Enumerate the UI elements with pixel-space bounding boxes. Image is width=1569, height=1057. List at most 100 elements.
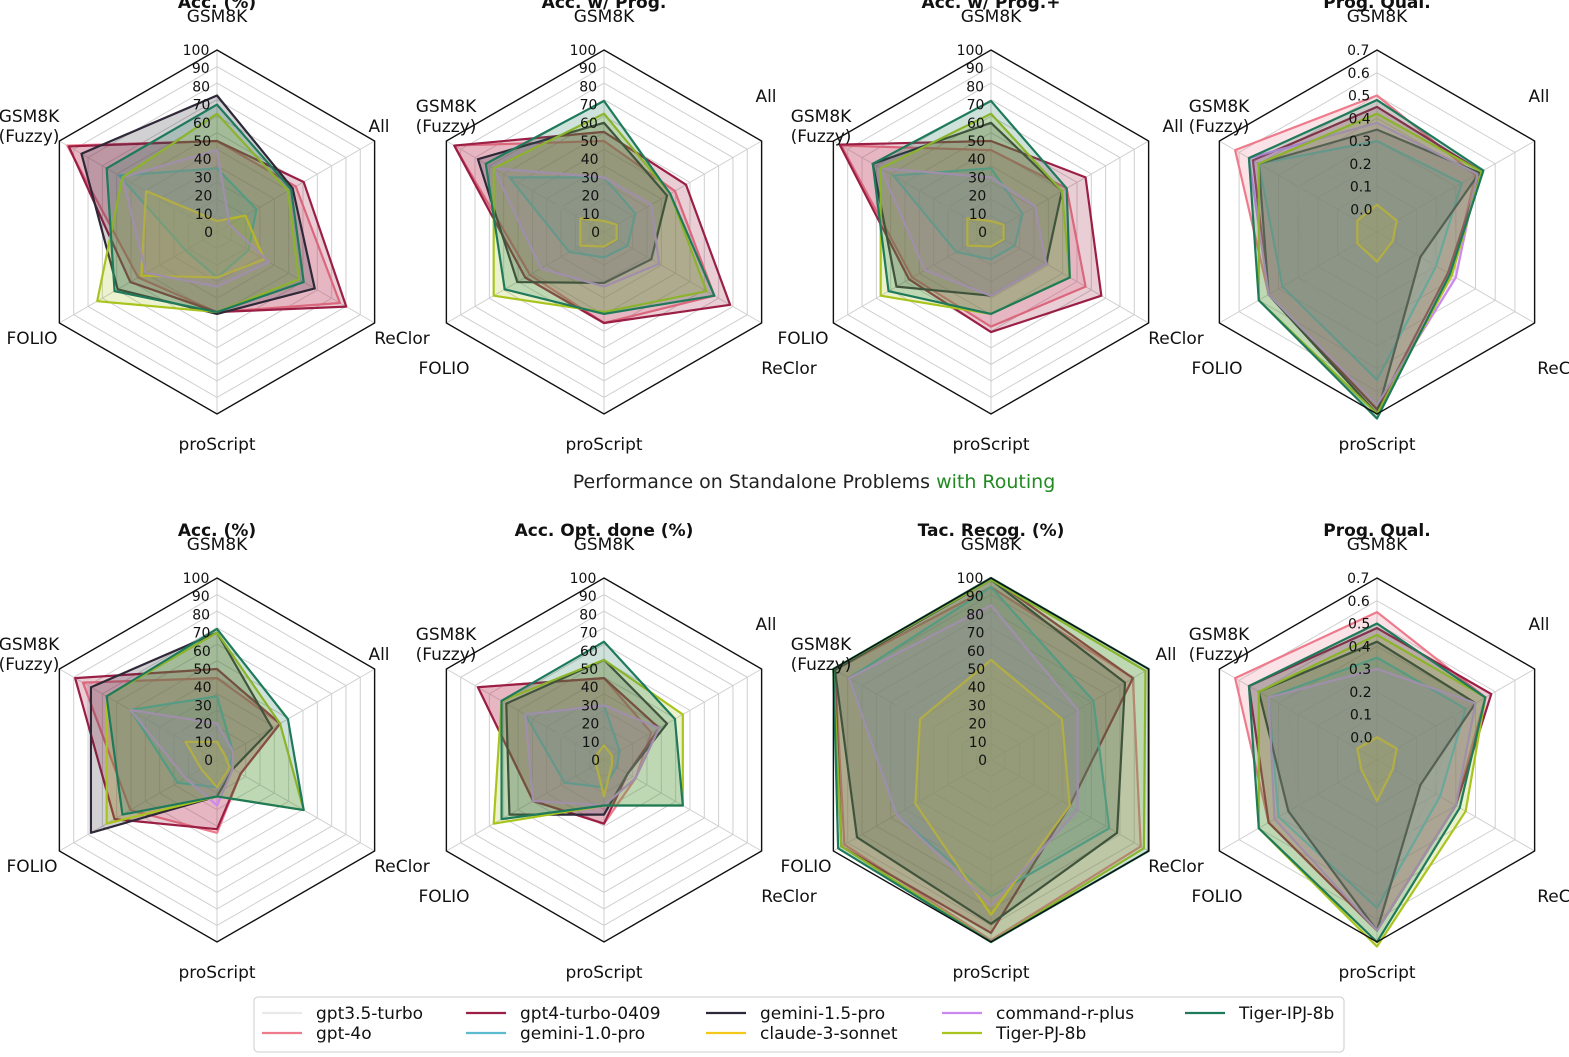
radial-tick-label: 100 [570,43,597,59]
axis-label: GSM8K (Fuzzy) [791,107,853,147]
axis-label-line: ReClor [374,857,430,877]
radial-tick-label: 0.7 [1347,43,1369,59]
axis-label: FOLIO [6,329,57,349]
radial-tick-label: 60 [967,116,985,132]
axis-label: ReClor [761,359,817,379]
radial-tick-label: 70 [193,626,211,642]
axis-label-line: GSM8K [574,535,635,555]
outer-frame [445,49,763,415]
series-tiger-ipj-8b [484,99,716,315]
axis-label-line: FOLIO [1191,887,1242,907]
radial-tick-label: 50 [967,134,985,150]
axis-label: ReClor [374,857,430,877]
radial-tick-label: 0.1 [1350,708,1372,724]
axis-label: proScript [952,963,1029,983]
axis-label: GSM8K [187,535,248,555]
radial-tick-label: 80 [966,79,984,95]
axis-label: FOLIO [777,329,828,349]
radial-tick-label: 90 [192,61,210,77]
axis-label-line: ReClor [761,887,817,907]
axis-label-line: (Fuzzy) [791,655,852,675]
axis-label-line: proScript [952,435,1029,455]
axis-label: GSM8K [187,7,248,27]
chart-title: Acc. (%) [178,521,256,541]
chart-title: Acc. Opt. done (%) [515,521,694,541]
axis-label-line: GSM8K [574,7,635,27]
axis-label-line: proScript [178,435,255,455]
radial-tick-label: 60 [580,644,598,660]
radial-tick-label: 40 [581,152,599,168]
radial-tick-label: 20 [968,717,986,733]
legend-label-gpt4-turbo-0409: gpt4-turbo-0409 [520,1004,661,1024]
radial-tick-label: 10 [969,207,987,223]
radar-charts: 0102030405060708090100GSM8KAllReClorproS… [0,0,1569,983]
axis-label-line: GSM8K [0,107,60,127]
axis-label: GSM8K (Fuzzy) [791,635,853,675]
radial-tick-label: 30 [968,698,986,714]
axis-label-line: All [368,645,389,665]
radial-tick-label: 0.7 [1347,571,1369,587]
axis-label-line: proScript [1338,435,1415,455]
radial-tick-label: 90 [966,61,984,77]
axis-label-line: proScript [565,435,642,455]
axis-label: proScript [952,435,1029,455]
chart-title: Acc. (%) [178,0,256,13]
axis-label: proScript [565,963,642,983]
legend-label-gpt-4o: gpt-4o [316,1024,372,1044]
series-tiger-ipj-8b [871,99,1071,315]
axis-label-line: GSM8K [1347,7,1408,27]
radial-tick-label: 80 [192,607,210,623]
radial-tick-label: 0.3 [1349,662,1371,678]
axis-label-line: proScript [178,963,255,983]
axis-label-line: ReClor [1148,329,1204,349]
legend-label-gpt3-5-turbo: gpt3.5-turbo [316,1004,423,1024]
outer-frame [58,577,376,943]
outer-frame [832,49,1150,415]
radial-tick-label: 10 [195,207,213,223]
radar-chart-1: 0 10 20 30 40 50 60 70 80 90 100 GSM8K All ReClor proS… [0,0,430,455]
radial-tick-label: 100 [183,571,210,587]
grid-spoke [1376,140,1535,233]
axis-label: ReClor [1148,857,1204,877]
axis-label: ReClor [374,329,430,349]
radial-tick-label: 60 [193,116,211,132]
radar-chart-4: 0.0 0.1 0.2 0.3 0.4 0.5 0.6 0.7 GSM8K All ReClor pr… [1189,0,1569,455]
radial-tick-label: 10 [195,735,213,751]
chart-title: Prog. Qual. [1323,521,1430,541]
grid-spoke [216,231,375,324]
series-gemini-1-0-pro [892,167,1024,261]
radial-tick-label: 50 [193,134,211,150]
axis-label-line: GSM8K [791,635,852,655]
axis-label-line: GSM8K [961,7,1022,27]
axis-label-line: All [755,615,776,635]
radar-chart-3: 0 10 20 30 40 50 60 70 80 90 100 GSM8K All ReClor proS… [777,0,1203,455]
series-gpt3-5-turbo [1287,667,1457,898]
radial-tick-label: 0.2 [1349,685,1371,701]
axis-label-line: ReClor [374,329,430,349]
axis-label-line: All [1162,117,1183,137]
radial-tick-label: 0.5 [1348,89,1370,105]
radial-tick-label: 40 [968,680,986,696]
axis-label: GSM8K (Fuzzy) [0,107,60,147]
grid-spoke [446,759,605,852]
radial-tick-label: 60 [967,644,985,660]
axis-label: GSM8K (Fuzzy) [0,635,60,675]
radial-tick-label: 20 [581,717,599,733]
axis-label: ReClor [1537,359,1569,379]
legend-label-gemini-1-0-pro: gemini-1.0-pro [520,1024,645,1044]
radial-tick-label: 40 [194,680,212,696]
radial-tick-label: 30 [968,170,986,186]
radial-tick-label: 0 [591,753,600,769]
radial-tick-label: 30 [194,170,212,186]
axis-label-line: All [1528,615,1549,635]
radial-tick-label: 10 [582,207,600,223]
series-command-r-plus [1267,667,1477,932]
series-gemini-1-5-pro [476,121,669,285]
axis-label: ReClor [1537,887,1569,907]
radial-tick-label: 0 [978,753,987,769]
axis-label: All [368,117,389,137]
radial-tick-label: 90 [579,589,597,605]
axis-label: All [755,87,776,107]
